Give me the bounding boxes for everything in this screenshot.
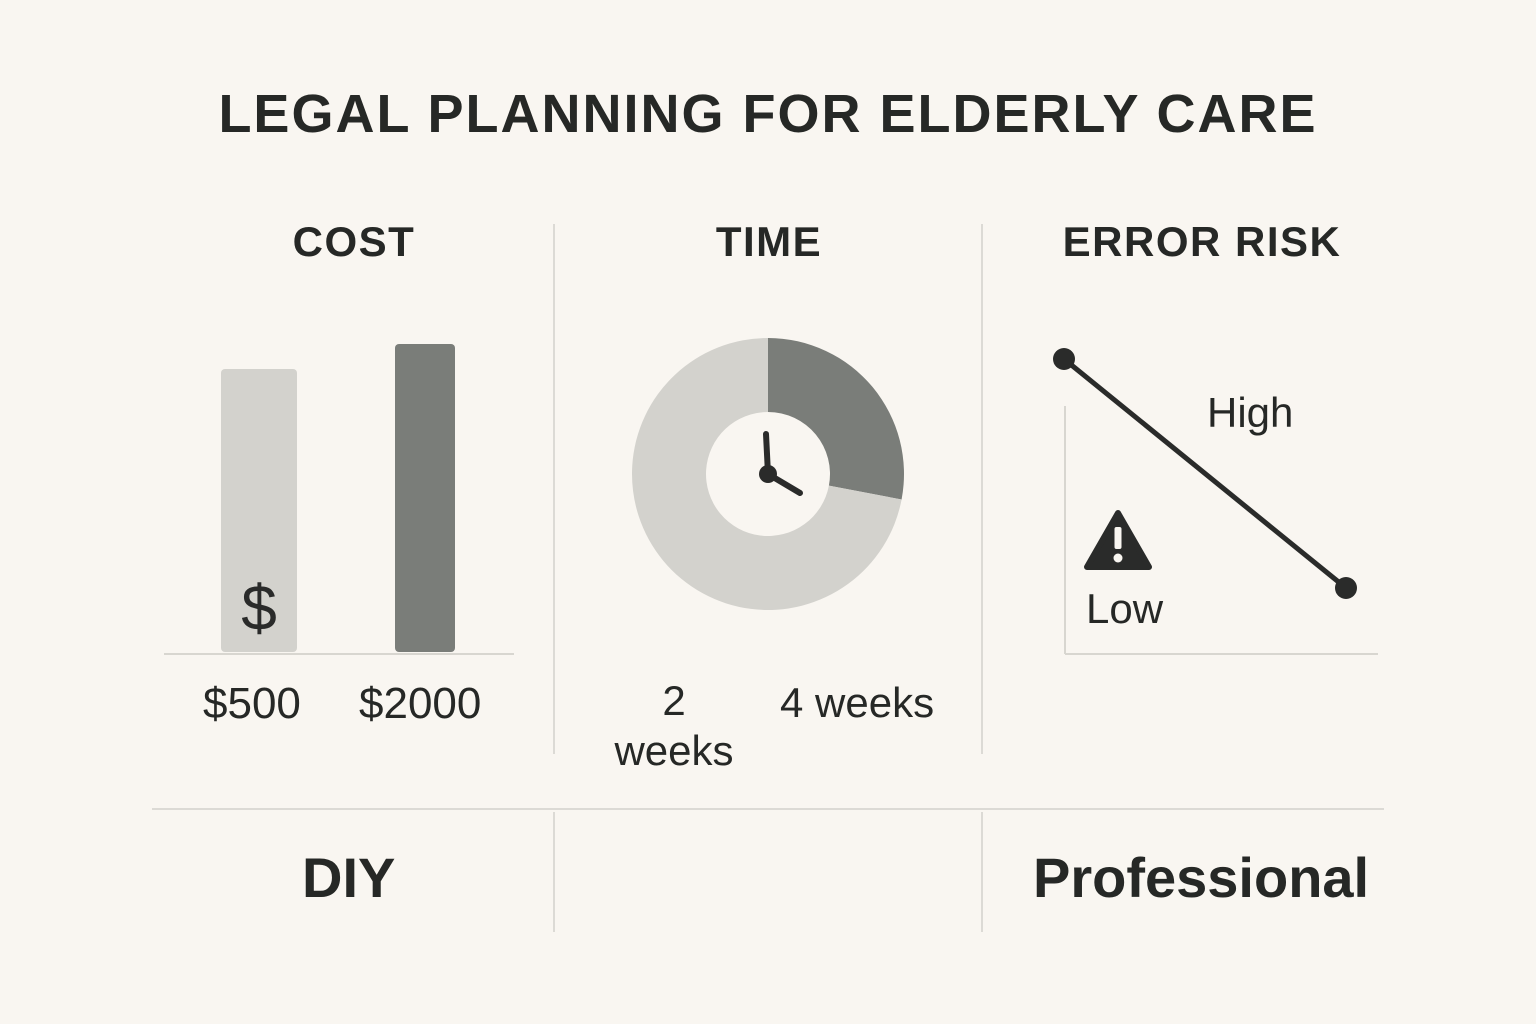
risk-point-start — [1053, 348, 1075, 370]
error-risk-heading: ERROR RISK — [1062, 218, 1342, 265]
footer-label-professional: Professional — [1033, 846, 1370, 909]
risk-label-high: High — [1207, 389, 1294, 436]
clock-center — [759, 465, 777, 483]
risk-trend-line — [1062, 357, 1348, 590]
risk-label-low: Low — [1086, 585, 1164, 632]
cost-label-professional: $2000 — [359, 679, 482, 728]
footer-divider-left — [553, 812, 555, 932]
time-heading: TIME — [715, 218, 823, 265]
time-label-diy: 2 weeks — [614, 677, 734, 774]
cost-bar-1 — [395, 344, 455, 652]
column-divider-left — [553, 224, 555, 754]
column-divider-right — [981, 224, 983, 754]
cost-label-diy: $500 — [203, 679, 301, 728]
time-slice-0 — [768, 338, 904, 500]
footer-divider — [152, 808, 1384, 810]
footer-divider-right — [981, 812, 983, 932]
time-donut-chart — [632, 338, 904, 610]
cost-bar-chart: $ — [164, 344, 514, 655]
risk-point-end — [1335, 577, 1357, 599]
clock-icon — [759, 431, 803, 496]
cost-bar-0 — [221, 369, 297, 652]
dollar-icon: $ — [241, 572, 277, 644]
time-slice-1 — [632, 338, 902, 610]
time-label-professional: 4 weeks — [780, 679, 935, 726]
footer-label-diy: DIY — [302, 846, 396, 909]
error-risk-line-chart — [1053, 348, 1378, 655]
page-title: LEGAL PLANNING FOR ELDERLY CARE — [218, 84, 1318, 144]
warning-icon — [1084, 510, 1152, 570]
cost-heading: COST — [292, 218, 416, 265]
